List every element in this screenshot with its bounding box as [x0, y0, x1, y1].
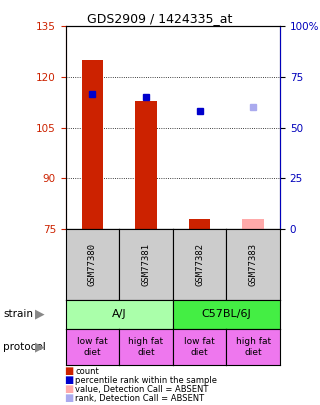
Text: protocol: protocol — [3, 342, 46, 352]
Text: C57BL/6J: C57BL/6J — [202, 309, 251, 319]
Text: ▶: ▶ — [35, 341, 45, 354]
Text: GSM77382: GSM77382 — [195, 243, 204, 286]
Text: ■: ■ — [64, 384, 73, 394]
Text: ▶: ▶ — [35, 308, 45, 321]
Text: ■: ■ — [64, 375, 73, 385]
Text: high fat
diet: high fat diet — [236, 337, 271, 357]
Text: GDS2909 / 1424335_at: GDS2909 / 1424335_at — [87, 12, 233, 25]
Text: low fat
diet: low fat diet — [77, 337, 108, 357]
Text: GSM77380: GSM77380 — [88, 243, 97, 286]
Text: value, Detection Call = ABSENT: value, Detection Call = ABSENT — [75, 385, 209, 394]
Bar — [135, 100, 157, 229]
Text: count: count — [75, 367, 99, 376]
Text: GSM77381: GSM77381 — [141, 243, 150, 286]
Bar — [189, 219, 210, 229]
Text: high fat
diet: high fat diet — [128, 337, 164, 357]
Text: percentile rank within the sample: percentile rank within the sample — [75, 376, 217, 385]
Text: rank, Detection Call = ABSENT: rank, Detection Call = ABSENT — [75, 394, 204, 403]
Bar — [243, 219, 264, 229]
Text: strain: strain — [3, 309, 33, 319]
Text: GSM77383: GSM77383 — [249, 243, 258, 286]
Text: ■: ■ — [64, 393, 73, 403]
Bar — [82, 60, 103, 229]
Text: low fat
diet: low fat diet — [184, 337, 215, 357]
Bar — [243, 226, 264, 229]
Text: ■: ■ — [64, 367, 73, 376]
Text: A/J: A/J — [112, 309, 126, 319]
